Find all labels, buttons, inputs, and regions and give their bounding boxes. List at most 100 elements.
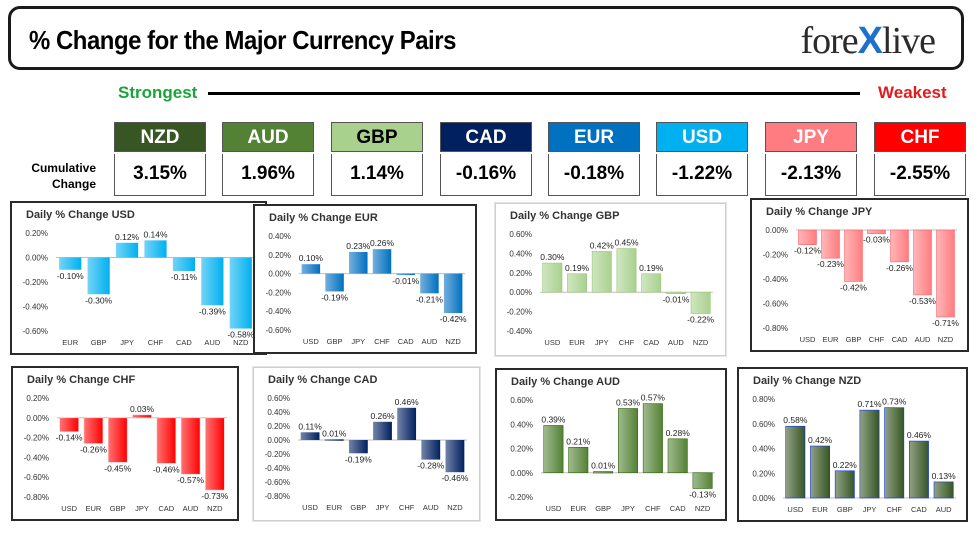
y-tick-label: -0.20% — [763, 251, 788, 260]
chart-panel-aud: Daily % Change AUD 0.60% 0.40% 0.20% 0.00% -0… — [495, 368, 727, 521]
chart-panel-eur: Daily % Change EUR 0.40% 0.20% 0.00% -0.20% -… — [253, 204, 477, 354]
y-tick-label: 0.40% — [510, 420, 533, 429]
x-tick-label: USD — [303, 337, 319, 346]
bar — [324, 439, 344, 441]
x-tick-label: JPY — [595, 338, 609, 347]
x-tick-label: GBP — [327, 337, 343, 346]
bar-chart: 0.00% -0.20% -0.40% -0.60% -0.80% -0.12% USD -0… — [763, 226, 960, 344]
y-tick-label: 0.00% — [26, 414, 49, 423]
tile-value: -2.55% — [874, 154, 966, 196]
x-tick-label: EUR — [812, 505, 828, 514]
y-tick-label: -0.80% — [24, 493, 49, 502]
y-tick-label: -0.40% — [266, 307, 291, 316]
y-tick-label: -0.40% — [763, 275, 788, 284]
data-label: 0.28% — [666, 428, 691, 438]
data-label: 0.22% — [833, 460, 858, 470]
bar — [667, 438, 688, 474]
y-tick-label: 0.20% — [752, 469, 775, 478]
tile-currency: JPY — [765, 122, 857, 152]
data-label: -0.14% — [56, 433, 83, 443]
x-tick-label: GBP — [91, 338, 107, 347]
cumulative-label-line1: Cumulative — [31, 161, 96, 175]
y-tick-label: 0.00% — [752, 494, 775, 503]
data-label: -0.12% — [794, 246, 821, 256]
x-tick-label: AUD — [915, 335, 931, 344]
y-tick-label: 0.60% — [509, 230, 532, 239]
data-label: 0.03% — [130, 404, 155, 414]
data-label: 0.19% — [639, 263, 664, 273]
x-tick-label: NZD — [207, 504, 223, 513]
y-tick-label: -0.60% — [23, 327, 48, 336]
bar — [325, 273, 344, 292]
x-tick-label: CAD — [892, 335, 908, 344]
x-tick-label: CAD — [176, 338, 192, 347]
x-tick-label: NZD — [938, 335, 954, 344]
data-label: 0.30% — [540, 252, 565, 262]
tile-value: 1.14% — [331, 154, 423, 196]
x-tick-label: USD — [787, 505, 803, 514]
bar — [132, 414, 152, 419]
bar — [859, 409, 880, 499]
bar — [798, 229, 817, 245]
y-tick-label: 0.00% — [510, 469, 533, 478]
x-tick-label: JPY — [863, 505, 877, 514]
y-tick-label: 0.20% — [267, 422, 290, 431]
y-tick-label: 0.20% — [25, 229, 48, 238]
x-tick-label: EUR — [326, 503, 342, 512]
data-label: 0.42% — [590, 240, 615, 250]
x-tick-label: CHF — [869, 335, 885, 344]
y-tick-label: 0.80% — [752, 395, 775, 404]
chart-title: Daily % Change CAD — [268, 374, 378, 386]
bar — [445, 440, 465, 473]
bar — [641, 273, 662, 293]
data-label: -0.42% — [440, 314, 467, 324]
data-label: 0.39% — [541, 414, 566, 424]
y-tick-label: 0.40% — [268, 232, 291, 241]
data-label: 0.46% — [395, 397, 420, 407]
x-tick-label: CHF — [887, 505, 903, 514]
data-label: 0.53% — [616, 397, 641, 407]
bar — [642, 403, 663, 474]
data-label: -0.26% — [886, 263, 913, 273]
data-label: -0.73% — [201, 491, 228, 501]
strongest-label: Strongest — [118, 83, 198, 102]
data-label: -0.19% — [345, 454, 372, 464]
y-tick-label: 0.60% — [510, 396, 533, 405]
bar — [115, 242, 139, 258]
bar-chart: 0.60% 0.40% 0.20% 0.00% -0.20% -0.40% -0.60% -0… — [265, 394, 469, 512]
data-label: -0.01% — [662, 295, 689, 305]
bar — [144, 240, 167, 258]
tile-currency: AUD — [222, 122, 314, 152]
data-label: 0.73% — [882, 397, 907, 407]
data-label: -0.03% — [863, 235, 890, 245]
data-label: 0.71% — [857, 399, 882, 409]
chart-title: Daily % Change GBP — [510, 210, 620, 222]
ranking-line — [208, 92, 860, 95]
x-tick-label: CAD — [158, 504, 174, 513]
logo-part-2: live — [882, 20, 936, 62]
bar — [542, 262, 563, 293]
data-label: -0.53% — [909, 296, 936, 306]
bar — [884, 407, 905, 499]
bar — [692, 472, 713, 489]
x-tick-label: USD — [800, 335, 816, 344]
data-label: 0.01% — [322, 428, 347, 438]
bar — [300, 432, 320, 440]
chart-panel-usd: Daily % Change USD 0.20% 0.00% -0.20% -0.40%… — [10, 201, 267, 355]
bar — [908, 440, 929, 499]
chart-panel-cad: Daily % Change CAD 0.60% 0.40% 0.20% 0.00% -0… — [253, 367, 480, 521]
data-label: 0.58% — [783, 415, 808, 425]
x-tick-label: AUD — [936, 505, 952, 514]
x-tick-label: CAD — [398, 337, 414, 346]
data-label: 0.11% — [298, 421, 322, 431]
forexlive-logo: foreXlive — [800, 19, 936, 63]
bar — [543, 425, 564, 474]
y-tick-label: 0.20% — [510, 445, 533, 454]
x-tick-label: AUD — [423, 503, 439, 512]
y-tick-label: 0.60% — [267, 394, 290, 403]
x-tick-label: NZD — [445, 337, 461, 346]
bar — [567, 273, 588, 293]
x-tick-label: NZD — [693, 338, 709, 347]
x-tick-label: EUR — [823, 335, 839, 344]
x-tick-label: GBP — [350, 503, 366, 512]
